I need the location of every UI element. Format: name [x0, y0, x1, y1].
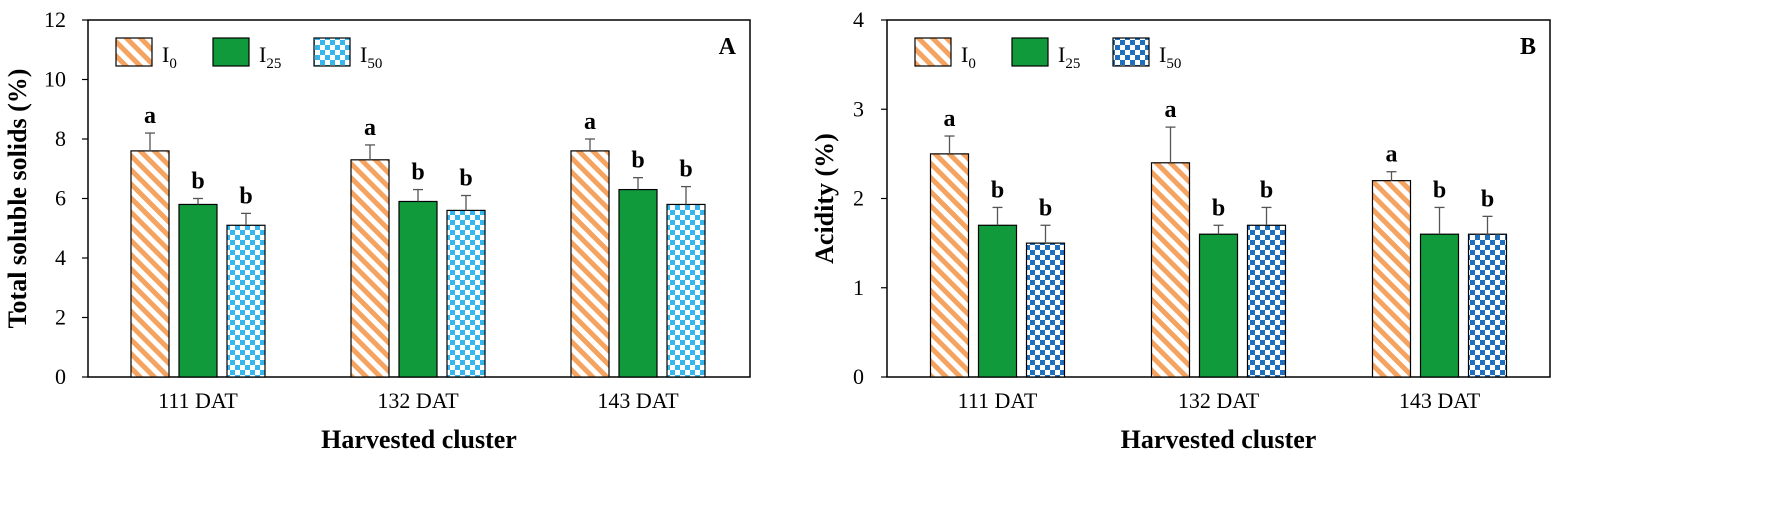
x-category-label: 143 DAT — [1399, 388, 1481, 413]
y-tick-label: 10 — [44, 67, 66, 92]
x-category-label: 111 DAT — [958, 388, 1038, 413]
bar — [666, 203, 706, 378]
legend-label: I0 — [162, 42, 177, 72]
legend-label: I50 — [360, 42, 382, 72]
bar — [1419, 233, 1460, 378]
legend-label: I0 — [961, 42, 976, 72]
legend-swatch — [1112, 37, 1150, 67]
bar — [618, 188, 658, 378]
significance-letter: a — [944, 106, 956, 132]
bar — [226, 224, 266, 378]
significance-letter: b — [679, 157, 692, 183]
bar — [1150, 162, 1191, 378]
legend-swatch — [115, 37, 153, 67]
bar — [1198, 233, 1239, 378]
y-tick-label: 4 — [853, 7, 864, 32]
y-tick-label: 4 — [55, 245, 66, 270]
legend-swatch — [914, 37, 952, 67]
significance-letter: b — [1039, 195, 1052, 221]
panel-label: B — [1520, 34, 1536, 60]
significance-letter: b — [991, 177, 1004, 203]
chart-panel-A: 0 2 4 6 8 10 12 Total soluble solids (%) Harvest… — [3, 7, 751, 454]
legend-label: I25 — [259, 42, 281, 72]
y-tick-label: 12 — [44, 7, 66, 32]
significance-letter: b — [1433, 177, 1446, 203]
bar — [178, 203, 218, 378]
bar — [570, 150, 610, 378]
y-tick-label: 0 — [853, 364, 864, 389]
y-tick-label: 2 — [55, 305, 66, 330]
y-axis-title: Acidity (%) — [810, 133, 839, 264]
bar — [977, 224, 1018, 378]
y-tick-label: 6 — [55, 186, 66, 211]
bar — [446, 209, 486, 378]
legend-label: I50 — [1159, 42, 1181, 72]
bar — [398, 200, 438, 378]
legend: I0 I25 I50 — [115, 37, 382, 72]
y-tick-label: 3 — [853, 96, 864, 121]
y-tick-label: 1 — [853, 275, 864, 300]
x-category-label: 111 DAT — [158, 388, 238, 413]
bar — [350, 159, 390, 378]
significance-letter: b — [411, 160, 424, 186]
significance-letter: b — [631, 148, 644, 174]
significance-letter: a — [1165, 97, 1177, 123]
legend-swatch — [313, 37, 351, 67]
bar — [1371, 180, 1412, 378]
significance-letter: b — [1212, 195, 1225, 221]
y-tick-label: 8 — [55, 126, 66, 151]
x-category-label: 132 DAT — [1178, 388, 1260, 413]
bar — [1467, 233, 1508, 378]
significance-letter: b — [459, 166, 472, 192]
y-tick-label: 2 — [853, 186, 864, 211]
significance-letter: a — [144, 103, 156, 129]
legend-swatch — [212, 37, 250, 67]
x-category-label: 132 DAT — [377, 388, 459, 413]
y-axis-title: Total soluble solids (%) — [3, 69, 32, 329]
x-category-label: 143 DAT — [597, 388, 679, 413]
bar — [130, 150, 170, 378]
y-tick-label: 0 — [55, 364, 66, 389]
significance-letter: b — [239, 183, 252, 209]
significance-letter: a — [584, 109, 596, 135]
significance-letter: b — [1481, 186, 1494, 212]
significance-letter: b — [1260, 177, 1273, 203]
significance-letter: b — [191, 169, 204, 195]
x-axis-title: Harvested cluster — [1121, 425, 1317, 454]
significance-letter: a — [364, 115, 376, 141]
legend: I0 I25 I50 — [914, 37, 1181, 72]
panel-label: A — [719, 34, 737, 60]
legend-label: I25 — [1058, 42, 1080, 72]
x-axis-title: Harvested cluster — [321, 425, 517, 454]
bar — [1025, 242, 1066, 378]
chart-panel-B: 0 1 2 3 4 Acidity (%) Harvested cluster B 111 DA… — [810, 7, 1551, 454]
bar — [1246, 224, 1287, 378]
significance-letter: a — [1386, 142, 1398, 168]
legend-swatch — [1011, 37, 1049, 67]
bar — [929, 153, 970, 378]
